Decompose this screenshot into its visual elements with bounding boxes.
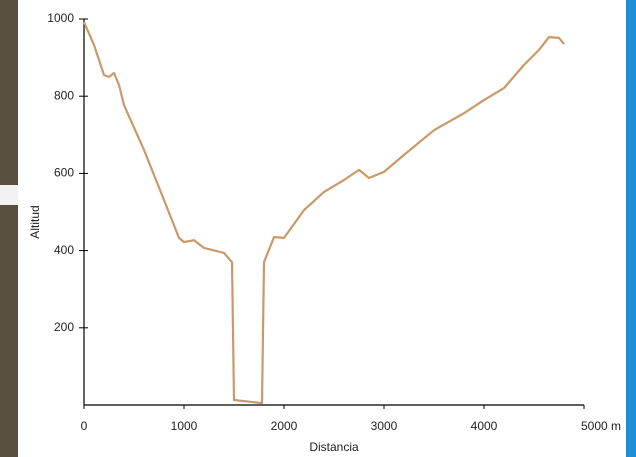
x-tick-label: 2000	[271, 419, 298, 433]
x-tick-label: 4000	[471, 419, 498, 433]
y-tick-label: 600	[54, 166, 74, 180]
y-tick-label: 400	[54, 243, 74, 257]
x-axis-label: Distancia	[309, 440, 359, 454]
left-photo-gap	[0, 185, 18, 205]
right-blue-strip	[626, 0, 636, 457]
x-tick-label: 5000 m	[581, 419, 621, 433]
y-axis-label: Altitud	[28, 205, 42, 238]
x-tick-label: 1000	[171, 419, 198, 433]
profile-line	[82, 21, 565, 405]
y-tick-label: 800	[54, 88, 74, 102]
y-tick-label: 200	[54, 320, 74, 334]
y-tick-label: 1000	[47, 11, 74, 25]
x-tick-label: 3000	[371, 419, 398, 433]
x-tick-label: 0	[81, 419, 88, 433]
left-photo-strip	[0, 0, 18, 457]
